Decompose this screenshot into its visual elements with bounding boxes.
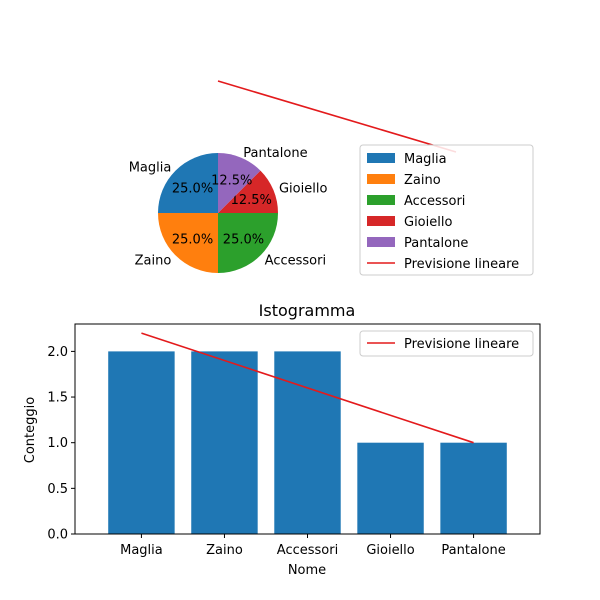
bar-chart-title: Istogramma bbox=[259, 301, 356, 320]
pie-chart: Maglia25.0%Zaino25.0%Accessori25.0%Gioie… bbox=[129, 80, 457, 273]
bar-legend-label: Previsione lineare bbox=[404, 337, 519, 352]
y-tick-label: 1.0 bbox=[47, 436, 68, 451]
x-tick-label: Gioiello bbox=[366, 543, 414, 558]
pie-slice bbox=[218, 213, 278, 273]
pie-slice-label: Pantalone bbox=[243, 146, 307, 161]
pie-legend-swatch bbox=[367, 216, 395, 226]
pie-legend-label: Pantalone bbox=[404, 236, 468, 251]
pie-slice-label: Maglia bbox=[129, 160, 172, 175]
bar bbox=[440, 442, 507, 534]
pie-legend-label: Maglia bbox=[404, 152, 447, 167]
x-tick-label: Zaino bbox=[206, 543, 243, 558]
pie-legend-swatch bbox=[367, 237, 395, 247]
bar-chart-xlabel: Nome bbox=[288, 563, 326, 578]
y-tick-label: 2.0 bbox=[47, 345, 68, 360]
pie-slice bbox=[218, 170, 278, 213]
bar bbox=[191, 351, 258, 534]
x-tick-label: Accessori bbox=[277, 543, 338, 558]
pie-legend-label: Accessori bbox=[404, 194, 465, 209]
pie-legend: Maglia Zaino Accessori Gioiello Pantalone Pre… bbox=[359, 144, 534, 276]
pie-pct-label: 25.0% bbox=[223, 232, 264, 247]
pie-trend-line bbox=[217, 80, 457, 153]
pie-slice-label: Accessori bbox=[265, 254, 326, 269]
x-tick-label: Maglia bbox=[120, 543, 163, 558]
pie-slice bbox=[158, 213, 218, 273]
pie-legend-label: Zaino bbox=[404, 173, 441, 188]
bar bbox=[274, 351, 341, 534]
pie-slice bbox=[158, 153, 218, 213]
pie-slice-label: Zaino bbox=[135, 254, 172, 269]
bar-chart-ylabel: Conteggio bbox=[23, 397, 38, 463]
y-tick-label: 1.5 bbox=[47, 391, 68, 406]
pie-legend-label: Gioiello bbox=[404, 215, 452, 230]
bar bbox=[108, 351, 175, 534]
pie-slice bbox=[218, 153, 261, 213]
pie-pct-label: 12.5% bbox=[231, 193, 272, 208]
pie-legend-swatch bbox=[367, 153, 395, 163]
y-tick-label: 0.0 bbox=[47, 528, 68, 543]
pie-legend-swatch bbox=[367, 174, 395, 184]
bar-chart: Istogramma Nome Conteggio 0.0 0.5 1.0 1.5 2.… bbox=[23, 301, 541, 578]
bar-trend-line bbox=[141, 332, 474, 444]
pie-pct-label: 25.0% bbox=[172, 232, 213, 247]
y-tick-label: 0.5 bbox=[47, 482, 68, 497]
pie-pct-label: 12.5% bbox=[211, 174, 252, 189]
bar bbox=[357, 442, 424, 534]
pie-legend-label: Previsione lineare bbox=[404, 257, 519, 272]
x-tick-label: Pantalone bbox=[441, 543, 505, 558]
bar-legend: Previsione lineare bbox=[359, 330, 534, 357]
bar-legend-frame bbox=[359, 330, 534, 357]
pie-legend-frame bbox=[359, 144, 534, 276]
pie-slice-label: Gioiello bbox=[279, 182, 327, 197]
pie-pct-label: 25.0% bbox=[172, 182, 213, 197]
pie-legend-swatch bbox=[367, 195, 395, 205]
